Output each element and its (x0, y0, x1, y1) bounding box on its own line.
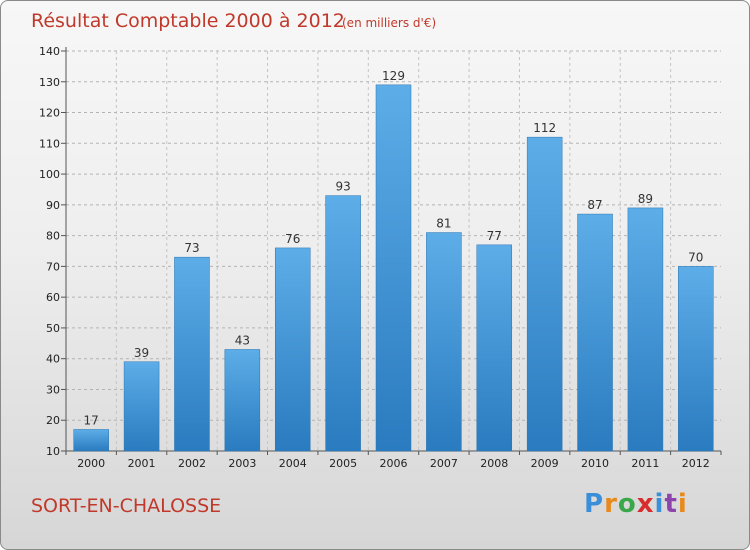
data-label: 81 (436, 217, 451, 231)
bar (678, 266, 714, 452)
y-tick-label: 70 (46, 260, 60, 273)
x-tick-label: 2009 (531, 457, 559, 470)
bar (526, 136, 563, 452)
x-tick-label: 2005 (329, 457, 357, 470)
bar (375, 84, 412, 452)
x-tick-label: 2007 (430, 457, 458, 470)
data-label: 129 (382, 69, 405, 83)
bar (224, 349, 261, 452)
y-tick-label: 80 (46, 230, 60, 243)
bar (577, 213, 613, 452)
bar (274, 247, 311, 452)
data-label: 76 (285, 232, 300, 246)
y-tick-label: 110 (39, 137, 60, 150)
brand-letter: x (636, 489, 655, 519)
brand-letter: t (664, 489, 678, 519)
chart-title: Résultat Comptable 2000 à 2012 (31, 10, 345, 32)
x-tick-label: 2004 (279, 457, 307, 470)
bar (476, 244, 513, 452)
y-tick-label: 90 (46, 199, 60, 212)
bar (426, 232, 462, 452)
x-tick-label: 2000 (77, 457, 105, 470)
brand-letter: i (677, 489, 688, 519)
y-tick-label: 20 (46, 414, 60, 427)
y-tick-label: 120 (39, 107, 60, 120)
x-tick-label: 2002 (178, 457, 206, 470)
brand-letter: r (604, 489, 618, 519)
brand-letter: o (617, 489, 637, 519)
y-tick-label: 30 (46, 383, 60, 396)
bar (73, 429, 109, 452)
y-tick-label: 100 (39, 168, 60, 181)
bar (123, 361, 160, 452)
y-tick-label: 130 (39, 76, 60, 89)
bars (73, 84, 714, 452)
labels: 17 2000 39 2001 73 2002 43 2003 76 2004 93 2005 129 2… (77, 69, 710, 470)
x-tick-label: 2012 (682, 457, 710, 470)
bar (325, 195, 361, 452)
x-tick-label: 2006 (380, 457, 408, 470)
chart-unit-note: (en milliers d'€) (342, 16, 436, 30)
data-label: 77 (487, 229, 502, 243)
data-label: 39 (134, 346, 149, 360)
bar (627, 207, 664, 452)
brand-letter: P (584, 489, 605, 519)
y-tick-label: 50 (46, 322, 60, 335)
data-label: 89 (638, 192, 653, 206)
x-tick-label: 2010 (581, 457, 609, 470)
data-label: 112 (533, 121, 556, 135)
bar (174, 256, 210, 452)
data-label: 87 (587, 198, 602, 212)
data-label: 43 (235, 333, 250, 347)
x-tick-label: 2003 (228, 457, 256, 470)
data-label: 93 (335, 180, 350, 194)
data-label: 70 (688, 250, 703, 264)
x-tick-label: 2001 (128, 457, 156, 470)
x-tick-label: 2011 (631, 457, 659, 470)
y-tick-label: 10 (46, 445, 60, 458)
y-tick-label: 140 (39, 45, 60, 58)
commune-name: SORT-EN-CHALOSSE (31, 495, 222, 517)
proxiti-logo: Proxiti (584, 489, 688, 519)
y-tick-label: 40 (46, 353, 60, 366)
data-label: 73 (184, 241, 199, 255)
y-tick-label: 60 (46, 291, 60, 304)
data-label: 17 (84, 413, 99, 427)
brand-letter: i (654, 489, 665, 519)
x-tick-label: 2008 (480, 457, 508, 470)
